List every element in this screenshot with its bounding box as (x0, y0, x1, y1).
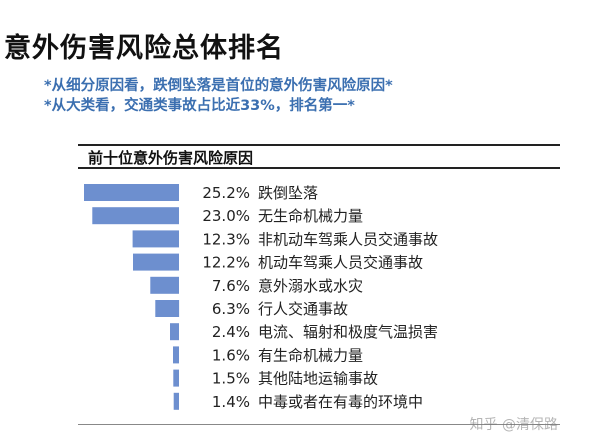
panel-header-rule (78, 167, 560, 169)
category-label-9: 其他陆地运输事故 (258, 370, 378, 388)
value-label-2: 23.0% (202, 207, 250, 225)
value-label-6: 6.3% (212, 300, 250, 318)
chart-title: 前十位意外伤害风险原因 (88, 149, 254, 167)
bar-4 (133, 253, 179, 271)
bar-8 (173, 346, 179, 364)
watermark: 知乎 @清保路 (469, 417, 558, 433)
note-line-1: *从细分原因看，跌倒坠落是首位的意外伤害风险原因* (44, 78, 393, 94)
value-label-9: 1.5% (212, 370, 250, 388)
panel-top-rule (78, 144, 560, 146)
chart-heading: 意外伤害风险总体排名 (4, 33, 284, 64)
bar-6 (155, 300, 180, 317)
value-label-7: 2.4% (212, 323, 250, 341)
panel-bottom-rule (78, 424, 560, 425)
category-label-8: 有生命机械力量 (258, 346, 363, 364)
bar-1 (84, 184, 179, 201)
note-line-2: *从大类看，交通类事故占比近33%，排名第一* (44, 98, 355, 114)
bar-3 (132, 230, 179, 248)
category-label-2: 无生命机械力量 (258, 207, 363, 225)
value-label-8: 1.6% (212, 346, 250, 364)
value-label-5: 7.6% (212, 277, 250, 295)
bar-7 (170, 323, 179, 341)
notes-block: *从细分原因看，跌倒坠落是首位的意外伤害风险原因* *从大类看，交通类事故占比近… (44, 76, 393, 116)
bar-10 (173, 392, 179, 410)
bar-9 (173, 369, 179, 387)
category-label-10: 中毒或者在有毒的环境中 (258, 393, 423, 411)
category-label-4: 机动车驾乘人员交通事故 (258, 254, 423, 272)
bar-2 (92, 207, 179, 225)
category-label-6: 行人交通事故 (258, 300, 348, 318)
category-label-1: 跌倒坠落 (258, 184, 318, 202)
value-label-3: 12.3% (202, 230, 250, 248)
category-label-5: 意外溺水或水灾 (258, 277, 363, 295)
value-label-4: 12.2% (202, 254, 250, 272)
category-label-7: 电流、辐射和极度气温损害 (258, 323, 438, 341)
value-label-10: 1.4% (212, 393, 250, 411)
category-label-3: 非机动车驾乘人员交通事故 (258, 230, 438, 248)
value-label-1: 25.2% (202, 184, 250, 202)
bar-5 (150, 276, 179, 294)
